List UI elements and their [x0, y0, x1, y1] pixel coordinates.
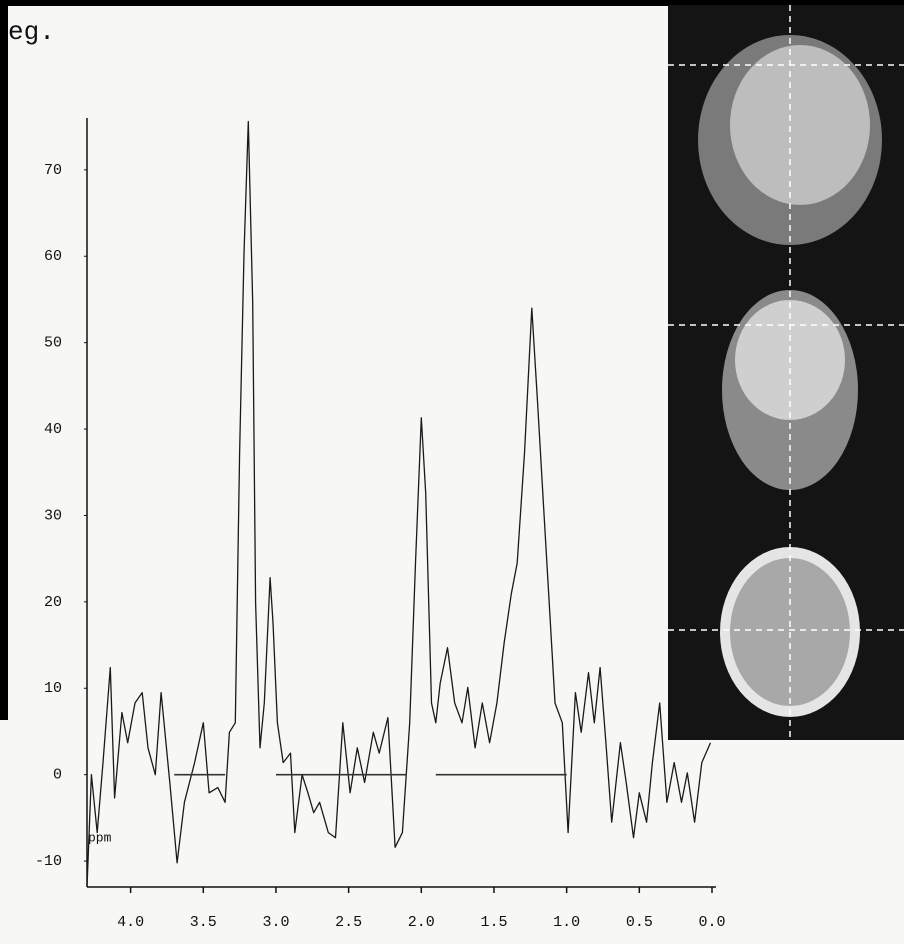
x-tick-label: 1.0: [553, 914, 580, 931]
x-tick-label: 0.5: [626, 914, 653, 931]
y-tick-label: 60: [44, 248, 62, 265]
x-axis-label: ppm: [88, 830, 112, 845]
y-tick-label: 20: [44, 594, 62, 611]
y-tick-label: 40: [44, 421, 62, 438]
crosshairs: [668, 5, 904, 740]
y-tick-label: 30: [44, 507, 62, 524]
x-tick-label: 2.5: [335, 914, 362, 931]
y-tick-label: -10: [35, 853, 62, 870]
sagittal-brain: [730, 45, 870, 205]
x-tick-label: 3.5: [190, 914, 217, 931]
x-tick-label: 1.5: [480, 914, 507, 931]
y-tick-label: 0: [53, 767, 62, 784]
y-tick-label: 70: [44, 162, 62, 179]
mri-panel: [668, 5, 904, 740]
x-tick-label: 3.0: [262, 914, 289, 931]
y-tick-label: 10: [44, 680, 62, 697]
chart-title: eg.: [8, 17, 55, 47]
spectrum-line: [86, 120, 712, 888]
paper-edge: [0, 720, 10, 944]
x-tick-label: 2.0: [408, 914, 435, 931]
x-tick-label: 0.0: [698, 914, 725, 931]
x-tick-label: 4.0: [117, 914, 144, 931]
y-tick-label: 50: [44, 335, 62, 352]
